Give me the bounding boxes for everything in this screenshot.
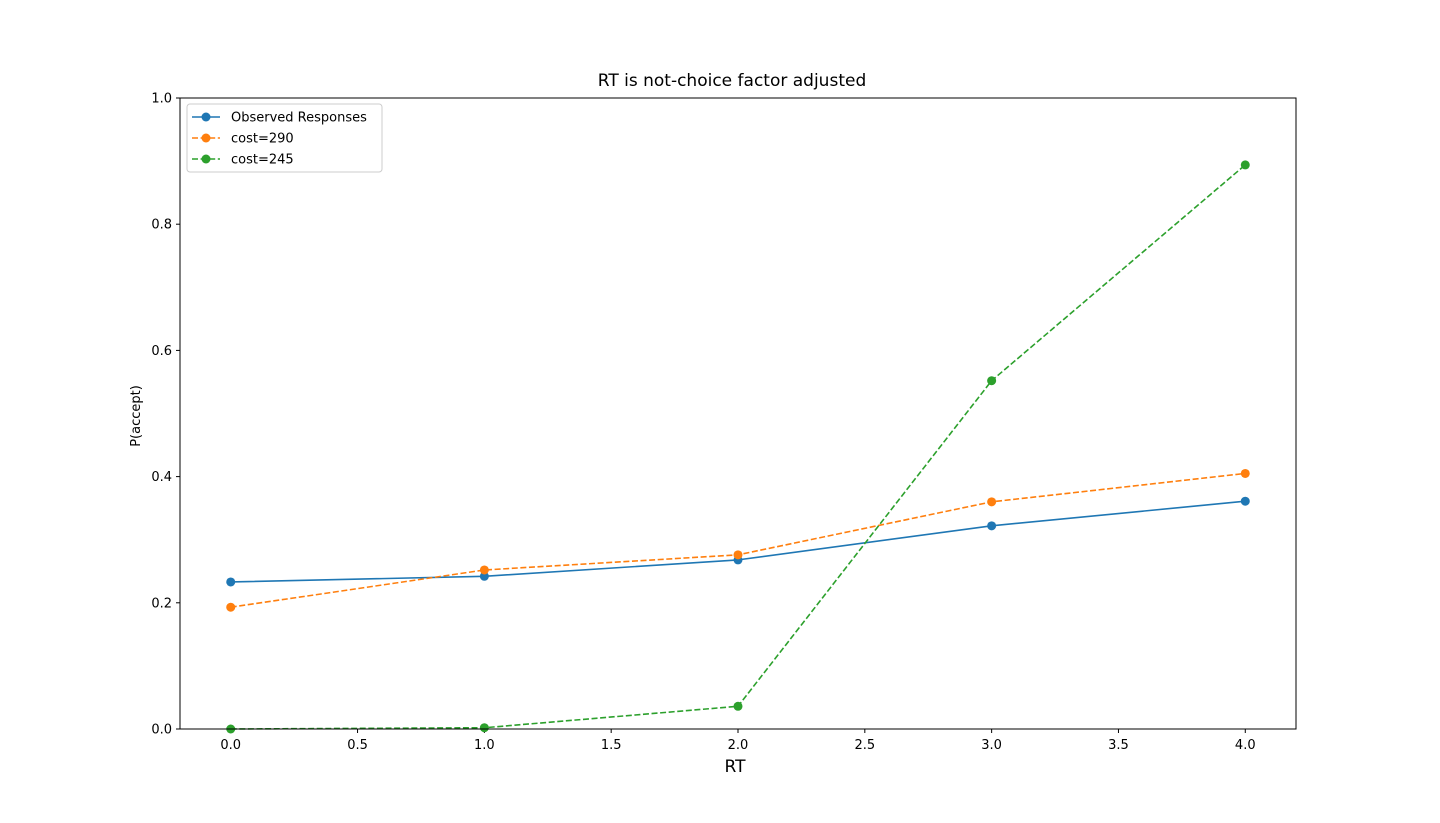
legend-label-1: Observed Responses xyxy=(231,111,367,126)
x-tick-label: 0.5 xyxy=(347,738,368,753)
y-axis-ticks: 0.0 0.2 0.4 0.6 0.8 1.0 xyxy=(151,92,180,738)
data-point-series-2 xyxy=(226,602,236,612)
y-tick-label: 0.2 xyxy=(151,596,172,611)
legend-box xyxy=(186,103,383,173)
data-point-series-1 xyxy=(1240,496,1250,506)
data-point-series-3 xyxy=(987,376,997,386)
series-layer xyxy=(226,160,1250,734)
x-axis-ticks: 0.0 0.5 1.0 1.5 2.0 2.5 3.0 3.5 4.0 xyxy=(220,729,1256,753)
x-tick-label: 0.0 xyxy=(220,738,241,753)
legend-label-3: cost=245 xyxy=(231,153,294,168)
data-point-series-1 xyxy=(987,521,997,531)
x-tick-label: 3.5 xyxy=(1108,738,1129,753)
data-point-series-1 xyxy=(479,571,489,581)
data-point-series-1 xyxy=(226,577,236,587)
data-point-series-3 xyxy=(479,723,489,733)
x-tick-label: 3.0 xyxy=(981,738,1002,753)
plot-frame xyxy=(179,97,1297,730)
legend-marker-1 xyxy=(201,112,211,122)
x-tick-label: 2.5 xyxy=(854,738,875,753)
legend-label-2: cost=290 xyxy=(231,132,294,147)
data-point-series-2 xyxy=(987,497,997,507)
y-tick-label: 0.6 xyxy=(151,344,172,359)
data-point-series-2 xyxy=(733,550,743,560)
data-point-series-2 xyxy=(479,565,489,575)
y-tick-label: 0.4 xyxy=(151,470,172,485)
y-axis-label: P(accept) xyxy=(129,385,144,447)
legend-marker-3 xyxy=(201,154,211,164)
x-tick-label: 2.0 xyxy=(728,738,749,753)
x-tick-label: 4.0 xyxy=(1235,738,1256,753)
data-point-series-2 xyxy=(1240,468,1250,478)
y-tick-label: 1.0 xyxy=(151,92,172,107)
legend: Observed Responses cost=290 cost=245 xyxy=(186,103,383,173)
plot-background xyxy=(180,98,1296,729)
y-tick-label: 0.0 xyxy=(151,723,172,738)
data-point-series-3 xyxy=(1240,160,1250,170)
y-tick-label: 0.8 xyxy=(151,218,172,233)
data-point-series-3 xyxy=(733,701,743,711)
chart-title: RT is not-choice factor adjusted xyxy=(598,71,866,91)
x-axis-label: RT xyxy=(725,757,747,777)
legend-marker-2 xyxy=(201,133,211,143)
x-tick-label: 1.5 xyxy=(601,738,622,753)
x-tick-label: 1.0 xyxy=(474,738,495,753)
